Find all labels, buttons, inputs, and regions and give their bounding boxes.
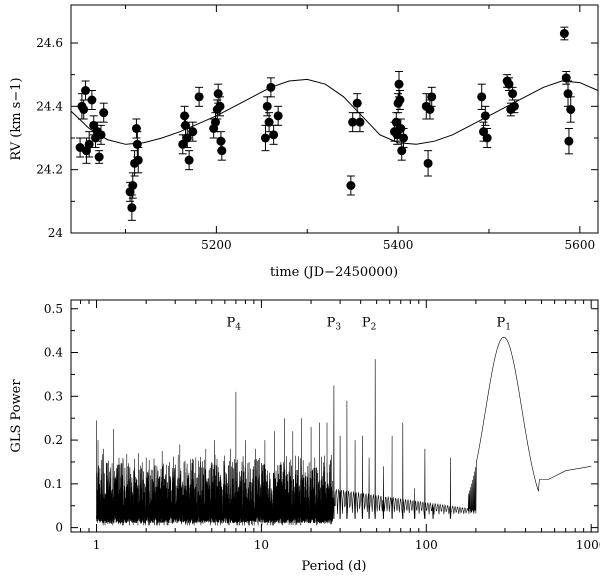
rv-data-point xyxy=(399,133,409,143)
rv-model-line xyxy=(70,78,599,145)
rv-data-point xyxy=(81,86,91,95)
rv-data-point xyxy=(561,73,571,83)
rv-data-point xyxy=(133,155,143,165)
rv-data-point xyxy=(482,133,492,143)
rv-data-point xyxy=(99,108,109,118)
gls-annotation-P1: P1 xyxy=(497,315,511,332)
rv-x-axis-label: time (JD−2450000) xyxy=(270,265,398,280)
rv-data-point xyxy=(184,155,194,165)
rv-data-point xyxy=(266,82,276,92)
rv-data-point xyxy=(132,139,142,149)
rv-data-point xyxy=(260,133,270,143)
rv-data-point xyxy=(194,92,204,102)
gls-x-tick-label: 100 xyxy=(415,538,438,552)
gls-y-tick-label: 0.4 xyxy=(44,346,63,360)
rv-y-tick-label: 24.4 xyxy=(36,99,63,113)
rv-x-tick-label: 5200 xyxy=(201,238,232,252)
rv-y-tick-label: 24 xyxy=(48,226,64,240)
rv-data-point xyxy=(480,111,490,121)
rv-data-point xyxy=(94,152,104,162)
gls-y-tick-label: 0.2 xyxy=(44,433,63,447)
rv-model-curve xyxy=(70,78,599,145)
gls-periodogram xyxy=(96,336,592,526)
rv-data-point xyxy=(273,111,283,121)
rv-data-point xyxy=(425,105,435,114)
gls-x-tick-label: 10 xyxy=(254,538,269,552)
gls-y-tick-label: 0 xyxy=(55,521,63,535)
rv-data-points xyxy=(75,26,576,221)
rv-data-point xyxy=(131,124,141,133)
rv-data-point xyxy=(180,120,190,130)
gls-annotation-P3: P3 xyxy=(327,315,342,332)
rv-x-tick-label: 5600 xyxy=(565,238,596,252)
rv-data-point xyxy=(127,203,137,213)
rv-data-point xyxy=(355,117,365,127)
rv-data-point xyxy=(352,98,362,108)
rv-data-point xyxy=(477,92,487,102)
rv-data-point xyxy=(210,117,220,127)
rv-data-point xyxy=(397,146,407,156)
gls-plot-frame xyxy=(70,299,599,533)
rv-data-point xyxy=(394,79,404,89)
rv-data-point xyxy=(508,89,518,99)
rv-plot-frame xyxy=(70,4,599,234)
gls-annotation-P4: P4 xyxy=(227,315,242,332)
rv-data-point xyxy=(264,117,274,127)
rv-data-point xyxy=(504,79,514,89)
rv-data-point xyxy=(423,158,433,168)
rv-data-point xyxy=(87,95,97,105)
gls-y-tick-label: 0.3 xyxy=(44,389,63,403)
rv-data-point xyxy=(427,92,437,102)
rv-data-point xyxy=(269,130,279,140)
rv-axis-ticks: 5200 5400 5600 24 24.2 24.4 24.6 xyxy=(36,5,598,252)
rv-data-point xyxy=(182,133,192,143)
gls-annotation-P2: P2 xyxy=(362,315,376,332)
gls-x-tick-label: 1 xyxy=(93,538,101,552)
gls-y-axis-label: GLS Power xyxy=(9,379,24,453)
rv-y-tick-label: 24.6 xyxy=(36,36,63,50)
rv-data-point xyxy=(509,101,519,111)
gls-y-tick-label: 0.1 xyxy=(44,477,63,491)
rv-data-point xyxy=(566,105,576,114)
gls-x-axis-label: Period (d) xyxy=(302,559,367,574)
rv-y-axis-label: RV (km s−1) xyxy=(9,77,24,160)
rv-data-point xyxy=(346,181,356,190)
gls-period-annotations: P4 P3 P2 P1 xyxy=(227,315,511,332)
rv-data-point xyxy=(563,89,573,99)
rv-data-point xyxy=(128,181,138,190)
gls-power-line xyxy=(96,336,592,526)
rv-data-point xyxy=(79,105,89,114)
rv-data-point xyxy=(215,101,225,111)
rv-data-point xyxy=(178,139,188,149)
gls-y-tick-label: 0.5 xyxy=(44,302,63,316)
rv-data-point xyxy=(564,136,574,146)
rv-data-point xyxy=(391,117,401,127)
rv-data-point xyxy=(217,146,227,156)
rv-data-point xyxy=(395,95,405,105)
rv-y-tick-label: 24.2 xyxy=(36,163,63,177)
rv-data-point xyxy=(213,89,223,99)
rv-data-point xyxy=(188,127,198,137)
rv-data-point xyxy=(262,101,272,111)
rv-x-tick-label: 5400 xyxy=(383,238,414,252)
rv-panel: 5200 5400 5600 24 24.2 24.4 24.6 time (JD−2450… xyxy=(9,4,599,280)
rv-data-point xyxy=(348,117,358,127)
rv-data-point xyxy=(559,29,569,38)
rv-data-point xyxy=(96,130,106,140)
rv-data-point xyxy=(84,139,94,149)
